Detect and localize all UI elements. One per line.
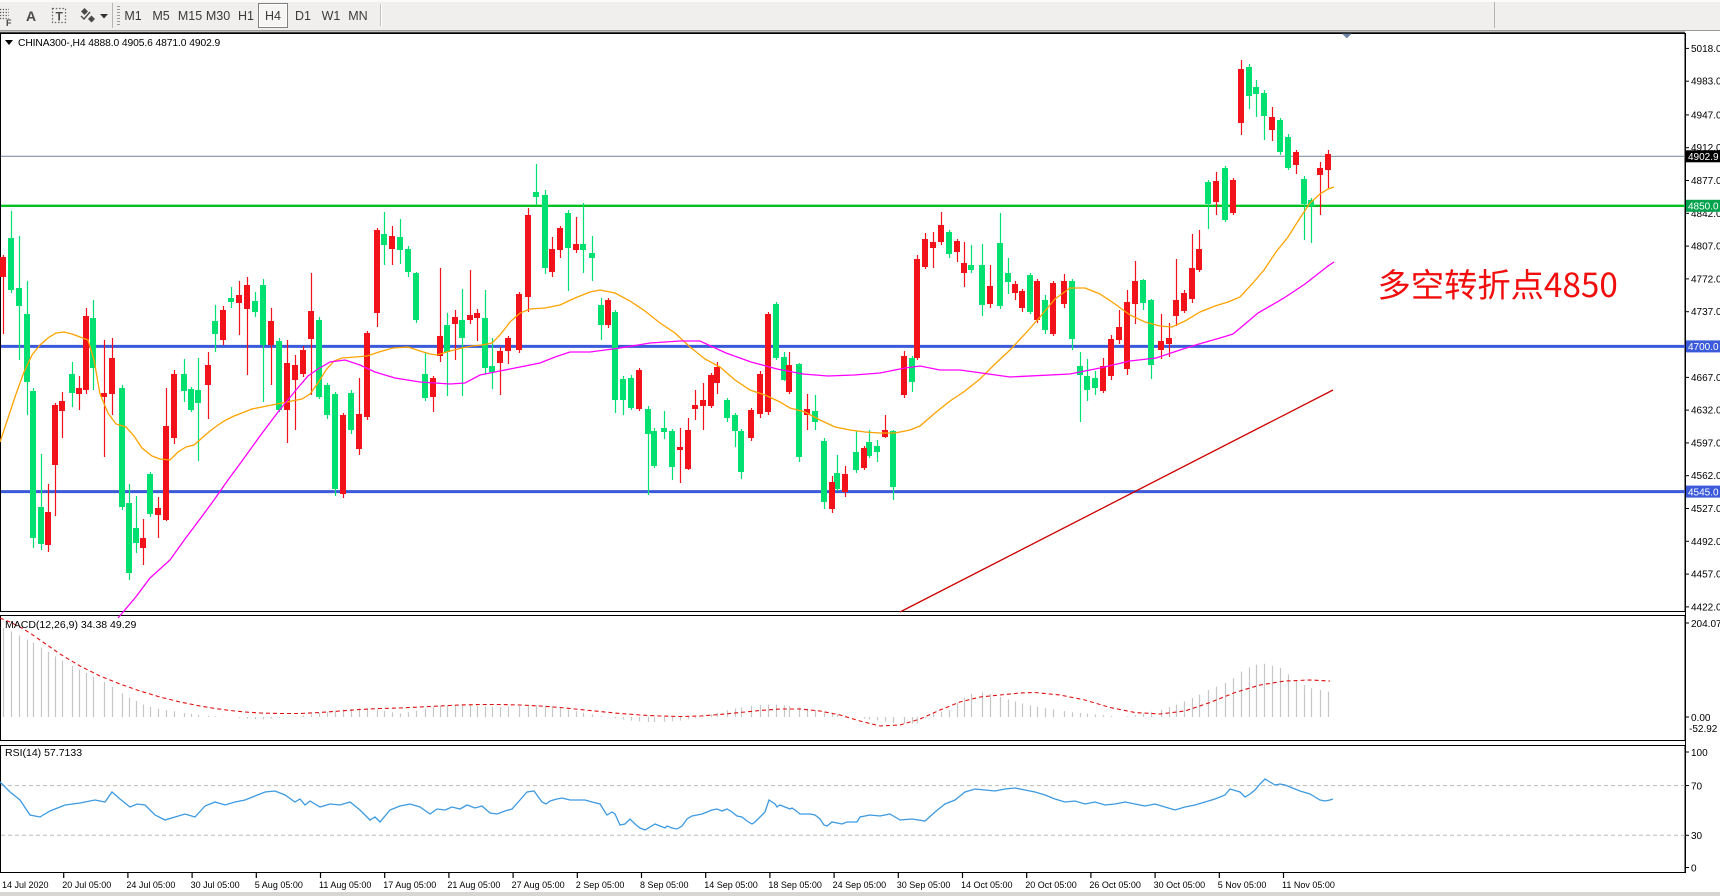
- svg-text:4737.0: 4737.0: [1691, 307, 1720, 318]
- svg-text:F: F: [6, 18, 12, 28]
- svg-text:18 Sep 05:00: 18 Sep 05:00: [768, 880, 822, 890]
- svg-text:4632.0: 4632.0: [1691, 406, 1720, 417]
- svg-text:0: 0: [1691, 863, 1697, 874]
- svg-text:4902.9: 4902.9: [1688, 152, 1719, 163]
- svg-text:24 Sep 05:00: 24 Sep 05:00: [833, 880, 887, 890]
- svg-text:4983.0: 4983.0: [1691, 77, 1720, 88]
- svg-text:4667.0: 4667.0: [1691, 373, 1720, 384]
- svg-text:4700.0: 4700.0: [1688, 342, 1719, 353]
- svg-text:4947.0: 4947.0: [1691, 110, 1720, 121]
- svg-text:MACD(12,26,9) 34.38 49.29: MACD(12,26,9) 34.38 49.29: [5, 619, 136, 631]
- svg-text:20 Oct 05:00: 20 Oct 05:00: [1025, 880, 1077, 890]
- svg-text:2 Sep 05:00: 2 Sep 05:00: [576, 880, 625, 890]
- svg-text:27 Aug 05:00: 27 Aug 05:00: [512, 880, 565, 890]
- svg-text:4772.0: 4772.0: [1691, 274, 1720, 285]
- svg-text:100: 100: [1691, 748, 1708, 759]
- svg-text:14 Jul 2020: 14 Jul 2020: [2, 880, 49, 890]
- svg-text:4877.0: 4877.0: [1691, 176, 1720, 187]
- svg-text:204.07: 204.07: [1691, 619, 1720, 630]
- svg-text:M30: M30: [206, 9, 230, 23]
- svg-text:5 Nov 05:00: 5 Nov 05:00: [1218, 880, 1267, 890]
- svg-text:-52.92: -52.92: [1689, 724, 1718, 735]
- svg-text:70: 70: [1691, 781, 1703, 792]
- svg-text:M1: M1: [124, 9, 141, 23]
- svg-text:M15: M15: [178, 9, 202, 23]
- svg-text:17 Aug 05:00: 17 Aug 05:00: [383, 880, 436, 890]
- svg-text:14 Sep 05:00: 14 Sep 05:00: [704, 880, 758, 890]
- svg-text:D1: D1: [295, 9, 311, 23]
- svg-text:14 Oct 05:00: 14 Oct 05:00: [961, 880, 1013, 890]
- svg-text:21 Aug 05:00: 21 Aug 05:00: [447, 880, 500, 890]
- svg-text:11 Aug 05:00: 11 Aug 05:00: [319, 880, 371, 890]
- svg-text:W1: W1: [322, 9, 341, 23]
- svg-text:5018.0: 5018.0: [1691, 44, 1720, 55]
- svg-text:30 Oct 05:00: 30 Oct 05:00: [1154, 880, 1206, 890]
- svg-text:4842.0: 4842.0: [1691, 209, 1720, 220]
- svg-text:4597.0: 4597.0: [1691, 438, 1720, 449]
- svg-text:T: T: [56, 10, 64, 24]
- svg-text:A: A: [26, 8, 36, 24]
- svg-text:8 Sep 05:00: 8 Sep 05:00: [640, 880, 689, 890]
- svg-text:24 Jul 05:00: 24 Jul 05:00: [126, 880, 175, 890]
- svg-text:MN: MN: [348, 9, 367, 23]
- svg-text:H4: H4: [265, 9, 281, 23]
- svg-text:H1: H1: [238, 9, 254, 23]
- svg-text:4492.0: 4492.0: [1691, 537, 1720, 548]
- svg-text:5 Aug 05:00: 5 Aug 05:00: [255, 880, 303, 890]
- svg-text:20 Jul 05:00: 20 Jul 05:00: [62, 880, 111, 890]
- svg-text:4807.0: 4807.0: [1691, 242, 1720, 253]
- svg-text:11 Nov 05:00: 11 Nov 05:00: [1282, 880, 1335, 890]
- svg-text:4545.0: 4545.0: [1688, 487, 1719, 498]
- svg-text:0.00: 0.00: [1691, 713, 1711, 724]
- svg-text:RSI(14) 57.7133: RSI(14) 57.7133: [5, 747, 82, 759]
- svg-text:30 Jul 05:00: 30 Jul 05:00: [191, 880, 240, 890]
- svg-text:4562.0: 4562.0: [1691, 471, 1720, 482]
- svg-text:26 Oct 05:00: 26 Oct 05:00: [1089, 880, 1141, 890]
- svg-text:30: 30: [1691, 831, 1703, 842]
- svg-text:4527.0: 4527.0: [1691, 504, 1720, 515]
- svg-text:M5: M5: [152, 9, 169, 23]
- svg-text:CHINA300-,H4 4888.0 4905.6 48: CHINA300-,H4 4888.0 4905.6 4871.0 4902.9: [18, 38, 220, 49]
- svg-text:30 Sep 05:00: 30 Sep 05:00: [897, 880, 951, 890]
- svg-text:4422.0: 4422.0: [1691, 602, 1720, 613]
- svg-text:4457.0: 4457.0: [1691, 570, 1720, 581]
- svg-text:4850.0: 4850.0: [1688, 202, 1719, 213]
- svg-text:4912.0: 4912.0: [1691, 143, 1720, 154]
